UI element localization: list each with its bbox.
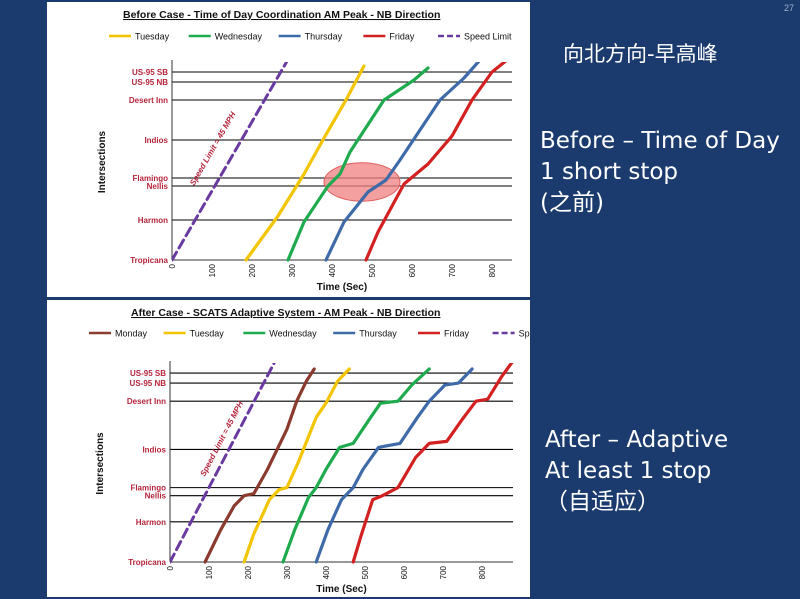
legend-entry: Thursday: [278, 32, 343, 42]
chart-legend: Tuesday Wednesday Thursday Friday Speed Limi…: [109, 32, 512, 42]
chart-title: After Case - SCATS Adaptive System - AM …: [131, 307, 440, 319]
y-tick-label: US-95 SB: [130, 369, 166, 378]
y-tick-label: US-95 NB: [132, 78, 169, 87]
legend-label: Speed Limit: [519, 329, 530, 339]
x-tick-label: 400: [322, 565, 331, 579]
y-tick-label: Desert Inn: [129, 96, 168, 105]
series-line-wednesday: [281, 367, 431, 564]
legend-entry: Monday: [89, 329, 148, 339]
chart-title: Before Case - Time of Day Coordination A…: [123, 9, 440, 21]
legend-label: Tuesday: [190, 329, 225, 339]
y-tick-label: Nellis: [147, 182, 169, 191]
y-tick-label: Tropicana: [130, 256, 168, 265]
y-tick-label: US-95 SB: [132, 68, 168, 77]
x-tick-label: 400: [328, 263, 337, 277]
y-tick-label: Tropicana: [128, 558, 166, 567]
y-tick-label: Nellis: [145, 492, 167, 501]
series-line-tuesday: [244, 64, 366, 262]
speed-limit-annotation: Speed Limit = 45 MPH: [188, 110, 238, 187]
after-line-2: At least 1 stop: [545, 458, 712, 484]
y-tick-label: Harmon: [136, 518, 166, 527]
x-tick-label: 300: [283, 565, 292, 579]
y-tick-label: Indios: [144, 136, 168, 145]
after-line-1: After – Adaptive: [545, 427, 729, 453]
legend-label: Tuesday: [135, 32, 170, 42]
page-number: 27: [783, 3, 794, 13]
x-tick-label: 0: [168, 263, 177, 268]
series-line-speed-limit: [170, 363, 276, 564]
legend-entry: Speed Limit: [492, 329, 530, 339]
x-tick-label: 500: [368, 263, 377, 277]
after-chart: After Case - SCATS Adaptive System - AM …: [89, 307, 530, 595]
before-description: Before – Time of Day 1 short stop (之前): [540, 126, 780, 219]
legend-entry: Tuesday: [163, 329, 225, 339]
x-tick-label: 0: [166, 565, 175, 570]
plot-area: [172, 62, 508, 262]
legend-label: Monday: [115, 329, 148, 339]
y-tick-label: Desert Inn: [127, 397, 166, 406]
legend-label: Wednesday: [269, 329, 317, 339]
series-line-friday: [364, 62, 508, 262]
chinese-title: 向北方向-早高峰: [563, 42, 718, 66]
after-line-3: （自适应）: [545, 489, 660, 515]
x-tick-label: 800: [478, 565, 487, 579]
legend-label: Speed Limit: [464, 32, 512, 42]
series-line-speed-limit: [172, 62, 289, 262]
y-tick-label: Flamingo: [132, 174, 168, 183]
series-line-tuesday: [242, 367, 351, 564]
x-tick-label: 100: [205, 565, 214, 579]
legend-label: Thursday: [305, 32, 343, 42]
x-tick-label: 700: [439, 565, 448, 579]
x-tick-label: 200: [244, 565, 253, 579]
y-axis-label: Intersections: [97, 130, 108, 193]
legend-label: Friday: [444, 329, 470, 339]
x-axis-label: Time (Sec): [317, 282, 367, 293]
x-tick-label: 100: [208, 263, 217, 277]
legend-entry: Tuesday: [109, 32, 170, 42]
chart-legend: Monday Tuesday Wednesday Thursday Friday Spee…: [89, 329, 530, 339]
series-line-thursday: [324, 62, 481, 262]
x-tick-label: 700: [448, 263, 457, 277]
y-tick-label: US-95 NB: [130, 379, 167, 388]
x-tick-label: 300: [288, 263, 297, 277]
x-tick-label: 800: [488, 263, 497, 277]
speed-limit-annotation: Speed Limit = 45 MPH: [198, 400, 245, 478]
after-description: After – Adaptive At least 1 stop （自适应）: [545, 425, 728, 518]
before-chart-panel: Before Case - Time of Day Coordination A…: [47, 2, 530, 297]
legend-entry: Wednesday: [188, 32, 263, 42]
x-tick-label: 200: [248, 263, 257, 277]
series-line-thursday: [314, 367, 474, 564]
legend-entry: Wednesday: [243, 329, 317, 339]
series-line-wednesday: [286, 66, 430, 262]
y-axis-label: Intersections: [95, 432, 106, 495]
plot-area: [170, 363, 514, 564]
before-chart: Before Case - Time of Day Coordination A…: [97, 9, 512, 293]
legend-entry: Speed Limit: [438, 32, 512, 42]
series-line-friday: [351, 363, 514, 564]
before-line-3: (之前): [540, 190, 604, 216]
series-line-monday: [203, 367, 316, 564]
x-tick-label: 600: [400, 565, 409, 579]
x-tick-label: 600: [408, 263, 417, 277]
legend-label: Thursday: [359, 329, 397, 339]
legend-label: Friday: [389, 32, 415, 42]
x-tick-label: 500: [361, 565, 370, 579]
legend-entry: Friday: [363, 32, 415, 42]
before-line-1: Before – Time of Day: [540, 128, 780, 154]
legend-label: Wednesday: [215, 32, 263, 42]
x-axis-label: Time (Sec): [316, 584, 366, 595]
after-chart-panel: After Case - SCATS Adaptive System - AM …: [47, 300, 530, 597]
y-tick-label: Flamingo: [130, 484, 166, 493]
y-tick-label: Harmon: [138, 216, 168, 225]
legend-entry: Thursday: [333, 329, 397, 339]
highlight-ellipse: [323, 162, 401, 202]
legend-entry: Friday: [418, 329, 470, 339]
y-tick-label: Indios: [142, 445, 166, 454]
before-line-2: 1 short stop: [540, 159, 679, 185]
